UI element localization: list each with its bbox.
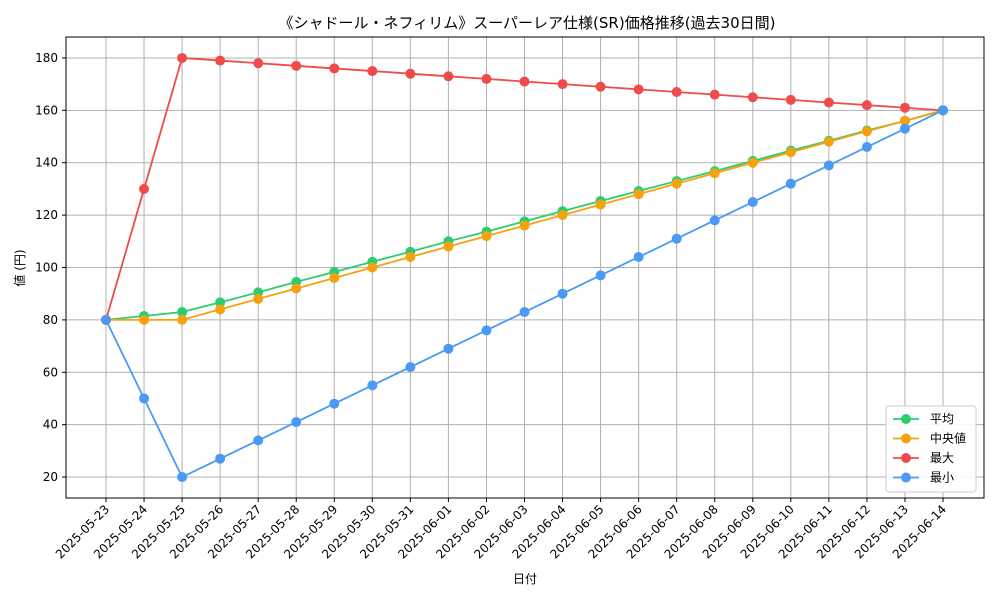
data-point: [595, 270, 606, 281]
data-point: [785, 147, 796, 158]
data-point: [709, 168, 720, 179]
legend-label: 中央値: [930, 431, 966, 446]
data-point: [785, 94, 796, 105]
x-axis-label: 日付: [513, 572, 537, 586]
legend-marker: [901, 433, 911, 444]
legend-marker: [901, 453, 911, 463]
data-point: [253, 435, 264, 446]
data-point: [329, 272, 340, 283]
y-tick-label: 60: [43, 365, 58, 379]
legend-label: 最小: [930, 471, 954, 485]
data-point: [785, 178, 796, 189]
data-point: [709, 89, 720, 100]
data-point: [823, 160, 834, 171]
data-point: [291, 60, 302, 71]
data-point: [367, 66, 378, 77]
data-point: [899, 102, 910, 113]
data-point: [519, 76, 530, 87]
data-point: [253, 293, 264, 304]
data-point: [671, 178, 682, 189]
data-point: [633, 189, 644, 200]
grid-lines: [66, 37, 984, 498]
data-point: [671, 87, 682, 98]
data-point: [519, 220, 530, 231]
data-point: [633, 84, 644, 95]
data-point: [861, 126, 872, 137]
data-point: [747, 157, 758, 168]
data-point: [253, 58, 264, 69]
data-point: [215, 55, 226, 66]
y-tick-label: 40: [43, 418, 58, 432]
data-point: [215, 304, 226, 315]
data-point: [101, 314, 111, 325]
data-point: [291, 417, 302, 428]
data-point: [595, 81, 606, 92]
data-point: [481, 325, 492, 336]
legend-label: 最大: [930, 451, 954, 465]
legend-marker: [901, 472, 911, 483]
y-tick-label: 160: [35, 103, 58, 117]
data-point: [823, 97, 834, 108]
legend-label: 平均: [930, 412, 954, 426]
data-point: [557, 79, 568, 90]
data-point: [861, 100, 872, 111]
y-tick-label: 20: [43, 470, 58, 484]
data-point: [215, 297, 226, 308]
data-point: [443, 241, 454, 252]
y-tick-label: 80: [43, 313, 58, 327]
data-point: [291, 283, 302, 294]
data-point: [557, 288, 568, 299]
data-point: [139, 393, 150, 404]
data-point: [823, 136, 834, 147]
data-point: [747, 92, 758, 103]
legend-box: [885, 405, 977, 493]
data-point: [329, 63, 340, 74]
series-3: [101, 105, 948, 483]
data-point: [329, 398, 340, 409]
data-point: [405, 252, 416, 263]
y-tick-label: 180: [35, 51, 58, 65]
data-point: [519, 307, 530, 318]
data-point: [177, 314, 188, 325]
data-point: [481, 73, 492, 84]
data-point: [861, 142, 872, 153]
data-point: [938, 105, 948, 116]
data-point: [177, 52, 188, 63]
y-tick-label: 120: [35, 208, 58, 222]
data-point: [215, 453, 226, 464]
data-point: [481, 231, 492, 242]
data-point: [177, 472, 188, 483]
y-axis-label: 値 (円): [12, 249, 27, 286]
data-point: [177, 307, 188, 318]
data-point: [747, 197, 758, 208]
data-point: [405, 362, 416, 373]
data-point: [671, 233, 682, 244]
data-point: [595, 199, 606, 210]
data-point: [443, 343, 454, 354]
data-point: [709, 215, 720, 226]
y-tick-label: 140: [35, 156, 58, 170]
x-axis: 2025-05-232025-05-242025-05-252025-05-26…: [53, 498, 949, 561]
series-layer: [101, 52, 948, 483]
data-point: [405, 68, 416, 79]
data-point: [139, 314, 150, 325]
data-point: [367, 262, 378, 273]
legend-marker: [901, 414, 911, 424]
data-point: [557, 210, 568, 221]
data-point: [899, 115, 910, 126]
chart-title: 《シャドール・ネフィリム》スーパーレア仕様(SR)価格推移(過去30日間): [279, 14, 776, 32]
y-axis: 20 40 60 80 100 120 140 160 180: [35, 51, 66, 484]
data-point: [367, 380, 378, 391]
data-point: [139, 183, 150, 194]
data-point: [899, 123, 910, 134]
data-point: [633, 252, 644, 263]
data-point: [443, 71, 454, 82]
y-tick-label: 100: [35, 261, 58, 275]
